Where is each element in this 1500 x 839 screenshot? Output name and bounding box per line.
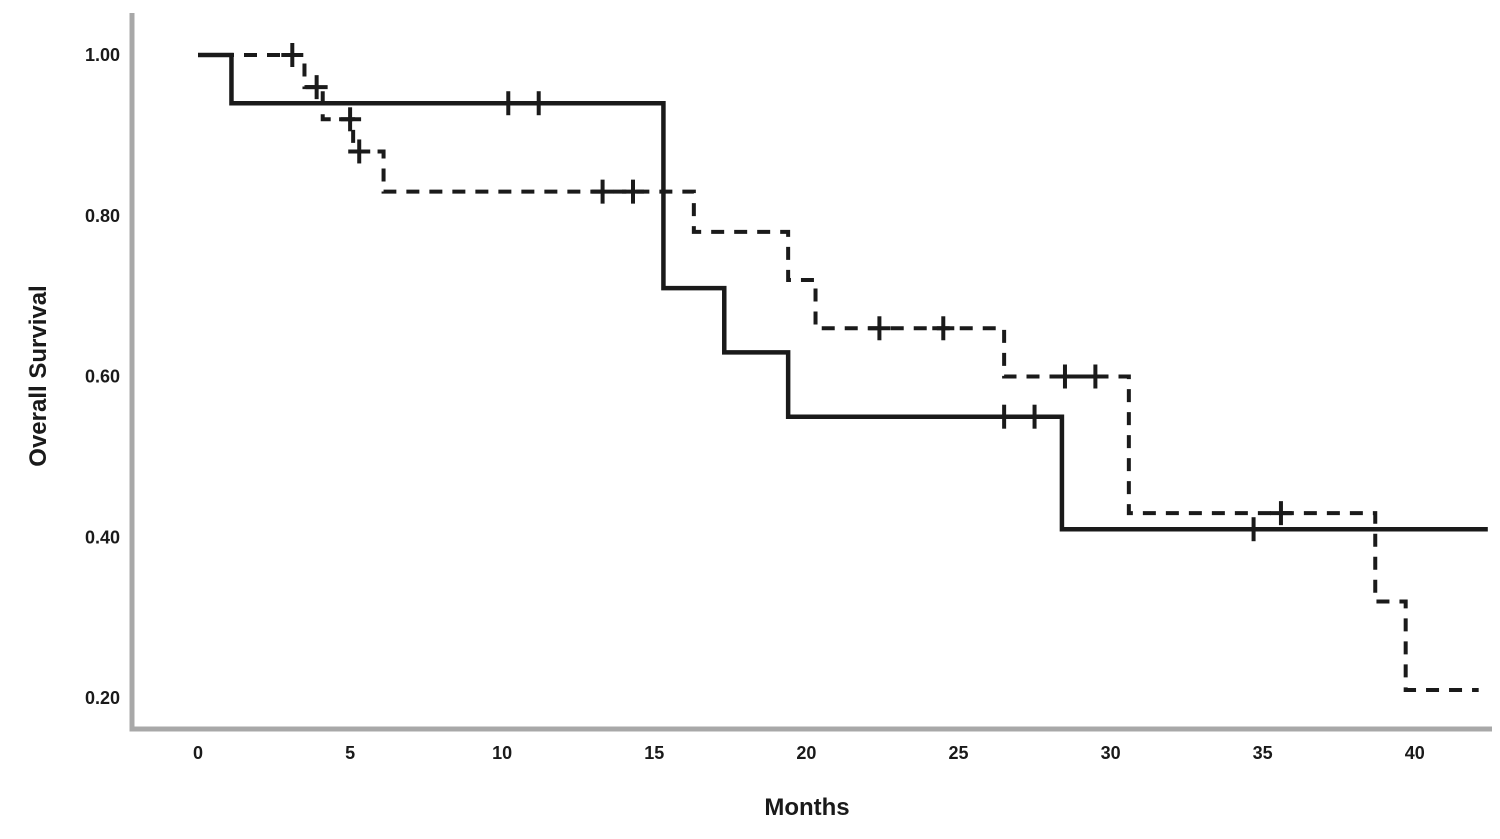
x-axis-title: Months bbox=[764, 794, 849, 821]
x-tick-label: 15 bbox=[644, 743, 664, 763]
dashed-curve bbox=[198, 53, 1479, 692]
x-tick-label: 10 bbox=[492, 743, 512, 763]
x-tick-label: 40 bbox=[1405, 743, 1425, 763]
x-tick-label: 35 bbox=[1253, 743, 1273, 763]
y-tick-label: 0.60 bbox=[85, 367, 120, 387]
x-tick-label: 0 bbox=[193, 743, 203, 763]
x-tick-label: 20 bbox=[796, 743, 816, 763]
axes: 1.00 0.80 0.60 0.40 0.20 0 5 10 15 20 25 30 35 40 bbox=[85, 13, 1492, 763]
y-tick-label: 0.20 bbox=[85, 688, 120, 708]
y-tick-label: 0.80 bbox=[85, 206, 120, 226]
solid-curve bbox=[198, 52, 1488, 532]
y-tick-label: 0.40 bbox=[85, 527, 120, 547]
x-tick-label: 5 bbox=[345, 743, 355, 763]
x-tick-label: 25 bbox=[948, 743, 968, 763]
survival-curves bbox=[198, 43, 1488, 692]
y-axis-title: Overall Survival bbox=[25, 285, 52, 466]
y-tick-label: 1.00 bbox=[85, 45, 120, 65]
x-tick-label: 30 bbox=[1101, 743, 1121, 763]
